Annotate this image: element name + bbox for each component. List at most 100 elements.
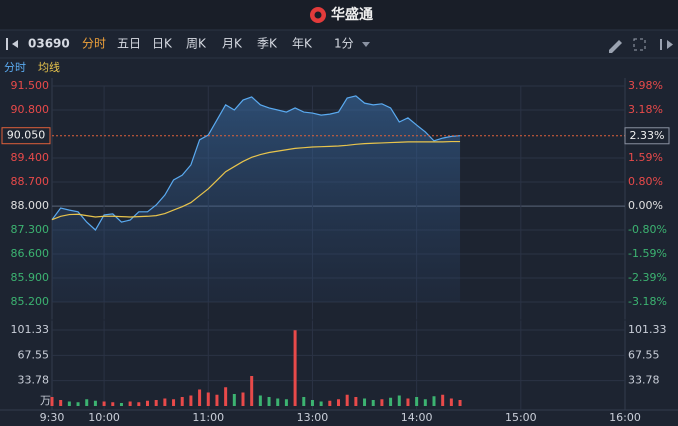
- volume-unit: 万: [40, 394, 51, 407]
- volume-bar: [293, 330, 297, 406]
- volume-tick-label: 33.78: [18, 374, 50, 387]
- volume-bar: [59, 399, 63, 406]
- volume-bar: [389, 397, 393, 406]
- volume-bar: [345, 394, 349, 406]
- x-tick-label: 10:00: [88, 411, 120, 424]
- volume-bar: [441, 394, 445, 406]
- y2-tick-label: -3.18%: [628, 295, 667, 308]
- top-bar: [0, 0, 678, 30]
- y-tick-label: 86.600: [11, 247, 50, 260]
- volume-tick-label: 101.33: [11, 323, 50, 336]
- volume-tick-label: 67.55: [18, 348, 50, 361]
- x-tick-label: 9:30: [40, 411, 65, 424]
- volume-bar: [458, 399, 462, 406]
- x-tick-label: 14:00: [401, 411, 433, 424]
- y-tick-label: 90.800: [11, 103, 50, 116]
- y2-tick-label: 1.59%: [628, 151, 663, 164]
- collapse-arrow[interactable]: [12, 40, 18, 48]
- volume-tick-label: 33.78: [628, 374, 660, 387]
- volume-bar: [146, 400, 149, 406]
- volume-bar: [397, 395, 401, 406]
- volume-bar: [284, 399, 288, 406]
- price-area: [52, 95, 461, 302]
- tabs: 分时 五日 日K 周K 月K 季K 年K: [82, 37, 313, 51]
- volume-bar: [215, 394, 219, 406]
- volume-bar: [172, 399, 176, 406]
- dropdown-arrow[interactable]: [362, 42, 370, 47]
- last-price-box: [1, 127, 51, 145]
- collapse-icon[interactable]: [6, 38, 8, 50]
- volume-bar: [432, 396, 436, 406]
- legend-entry[interactable]: 均线: [38, 60, 60, 74]
- volume-bar: [119, 402, 123, 406]
- y-tick-label: 88.000: [11, 199, 50, 212]
- logo-text: 华盛通: [331, 6, 373, 23]
- x-tick-label: 15:00: [505, 411, 537, 424]
- x-tick-label: 16:00: [609, 411, 641, 424]
- side-arrow[interactable]: [667, 40, 673, 49]
- tab[interactable]: 月K: [222, 37, 243, 51]
- volume-bar: [189, 395, 193, 406]
- series-line: [51, 95, 461, 231]
- volume-bar: [276, 398, 280, 406]
- stock-code: 03690: [28, 37, 70, 51]
- volume-bar: [423, 399, 427, 406]
- draw-icon[interactable]: [609, 40, 622, 53]
- volume-tick-label: 101.33: [628, 323, 667, 336]
- tab[interactable]: 日K: [152, 37, 173, 51]
- x-tick-label: 13:00: [297, 411, 329, 424]
- volume-bar: [267, 396, 271, 406]
- volume-bar: [354, 396, 358, 406]
- y-tick-label: 85.200: [11, 295, 50, 308]
- y-tick-label: 85.900: [11, 271, 50, 284]
- y-tick-label: 91.500: [11, 79, 50, 92]
- y2-tick-label: -1.59%: [628, 247, 667, 260]
- interval[interactable]: 1分: [334, 37, 354, 51]
- volume-bar: [154, 399, 158, 406]
- y2-tick-label: -2.39%: [628, 271, 667, 284]
- legend-entry[interactable]: 分时: [4, 61, 26, 74]
- logo-icon-hole: [314, 11, 322, 19]
- y-tick-label: 88.700: [11, 175, 50, 188]
- series-line: [51, 140, 461, 221]
- volume-bar: [241, 392, 245, 406]
- y2-tick-label: -0.80%: [628, 223, 667, 236]
- side-icon[interactable]: [660, 39, 662, 50]
- volume-bar: [76, 402, 80, 406]
- volume-bar: [224, 387, 228, 406]
- volume-bar: [111, 402, 115, 406]
- volume-bar: [93, 400, 97, 406]
- volume-bar: [67, 401, 71, 406]
- volume-bar: [198, 389, 202, 406]
- tab[interactable]: 年K: [292, 37, 313, 51]
- volume-bar: [415, 396, 419, 406]
- y2-tick-label: 0.00%: [628, 199, 663, 212]
- last-change-label: 2.33%: [630, 129, 665, 142]
- y-tick-label: 89.400: [11, 151, 50, 164]
- volume-bar: [406, 398, 410, 406]
- volume-bar: [163, 398, 167, 406]
- volume-bar: [232, 393, 236, 406]
- tab[interactable]: 分时: [82, 37, 106, 51]
- y-tick-label: 87.300: [11, 223, 50, 236]
- volume-bar: [102, 401, 106, 406]
- volume-bar: [302, 396, 306, 406]
- tab[interactable]: 五日: [117, 37, 141, 51]
- volume-bar: [363, 398, 367, 406]
- volume-bar: [337, 399, 340, 406]
- volume-bar: [319, 401, 323, 406]
- volume-bar: [85, 399, 89, 406]
- x-tick-label: 11:00: [192, 411, 224, 424]
- tab[interactable]: 周K: [186, 37, 207, 51]
- volume-bar: [250, 375, 254, 406]
- volume-bar: [50, 396, 54, 406]
- volume-bar: [328, 400, 332, 406]
- volume-tick-label: 67.55: [628, 348, 660, 361]
- fullscreen-icon[interactable]: [633, 38, 646, 51]
- tab[interactable]: 季K: [257, 37, 278, 51]
- last-price-label: 90.050: [7, 129, 46, 142]
- y2-tick-label: 0.80%: [628, 175, 663, 188]
- y2-tick-label: 3.98%: [628, 79, 663, 92]
- volume-bar: [310, 399, 314, 406]
